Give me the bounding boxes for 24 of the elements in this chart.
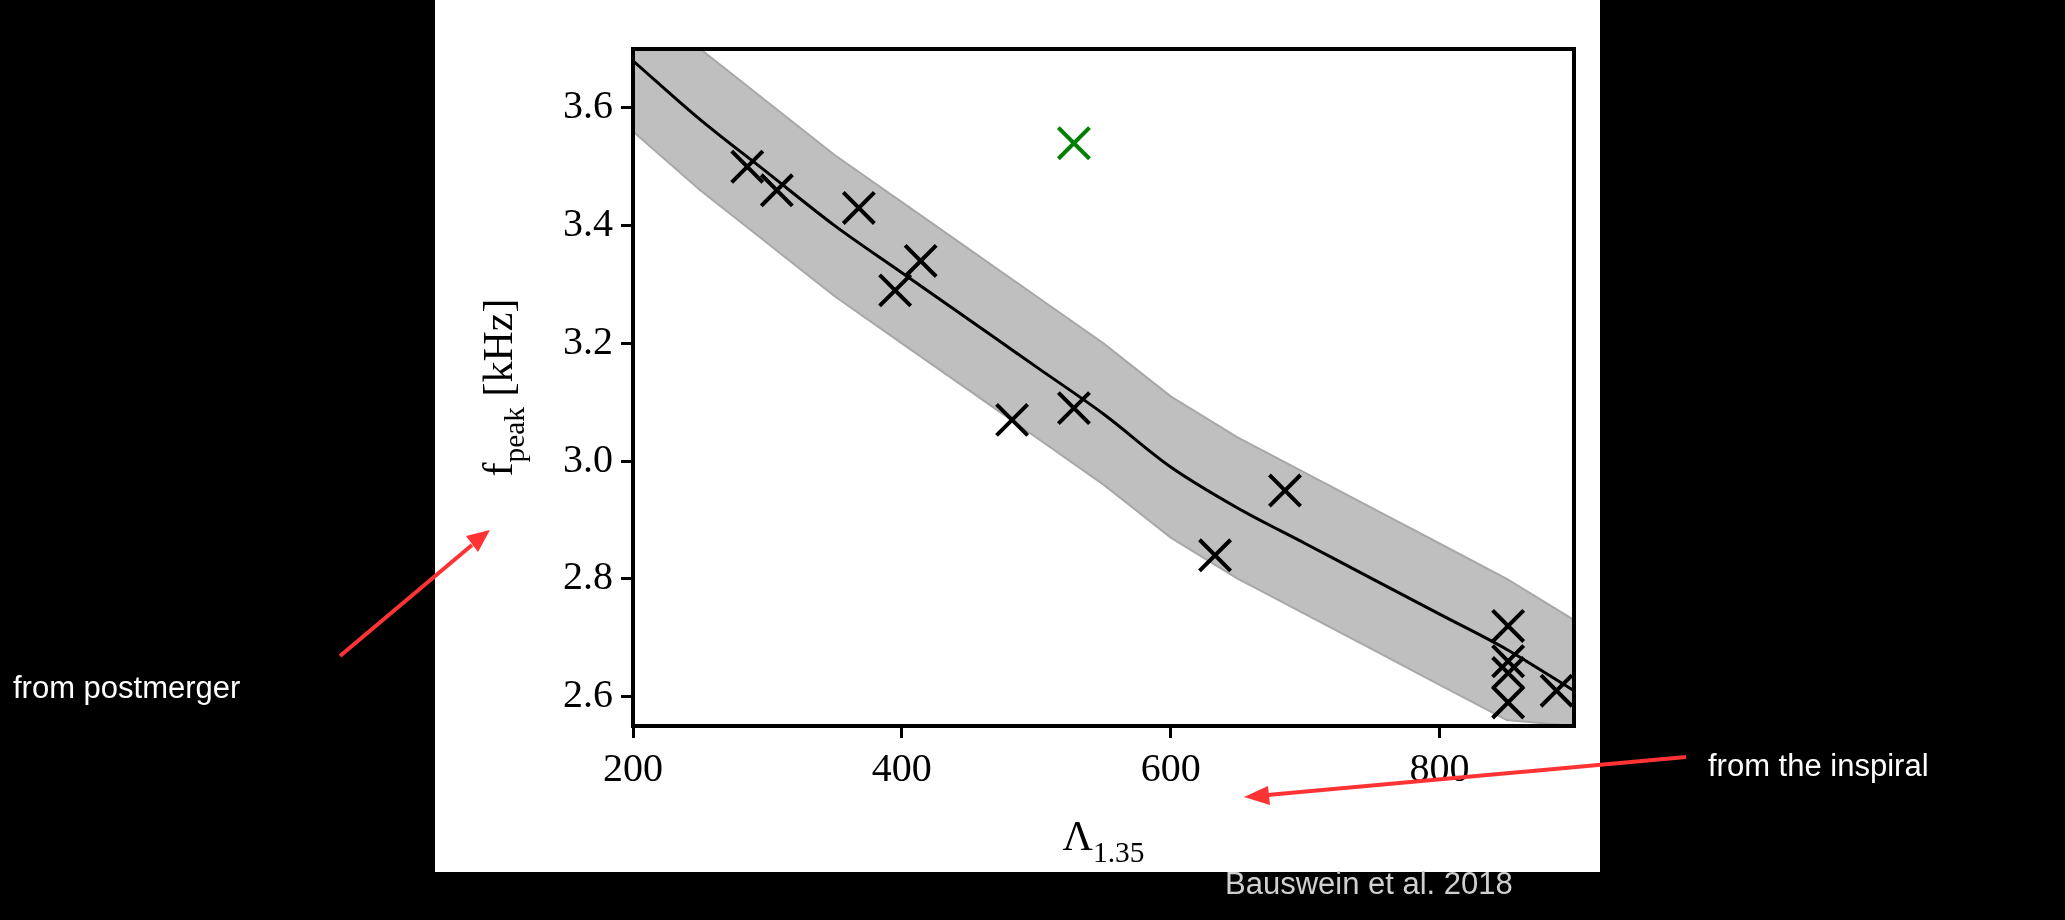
y-tick-label: 3.2 xyxy=(563,317,613,363)
y-tick-label: 3.6 xyxy=(563,82,613,128)
x-tick-label: 400 xyxy=(871,744,932,790)
y-tick-label: 3.0 xyxy=(563,435,613,481)
text: from postmerger xyxy=(13,670,241,706)
point xyxy=(1197,537,1233,573)
point xyxy=(994,402,1030,438)
x-tick-label: 200 xyxy=(603,744,663,790)
point xyxy=(1267,472,1303,509)
x-tick-label: 600 xyxy=(1140,744,1201,790)
y-axis-title: fpeak [kHz] xyxy=(474,298,531,477)
y-tick-label: 3.4 xyxy=(563,200,613,246)
y-tick-label: 2.8 xyxy=(563,553,613,599)
point xyxy=(1538,673,1575,709)
text: Bauswein et al. 2018 xyxy=(1225,866,1513,902)
point xyxy=(841,190,877,226)
text: from the inspiral xyxy=(1708,748,1929,784)
point xyxy=(1056,390,1092,426)
point xyxy=(1056,125,1092,161)
point xyxy=(877,272,913,308)
point xyxy=(729,149,765,185)
point xyxy=(759,172,795,208)
y-tick-label: 2.6 xyxy=(563,671,613,717)
point xyxy=(903,243,939,279)
